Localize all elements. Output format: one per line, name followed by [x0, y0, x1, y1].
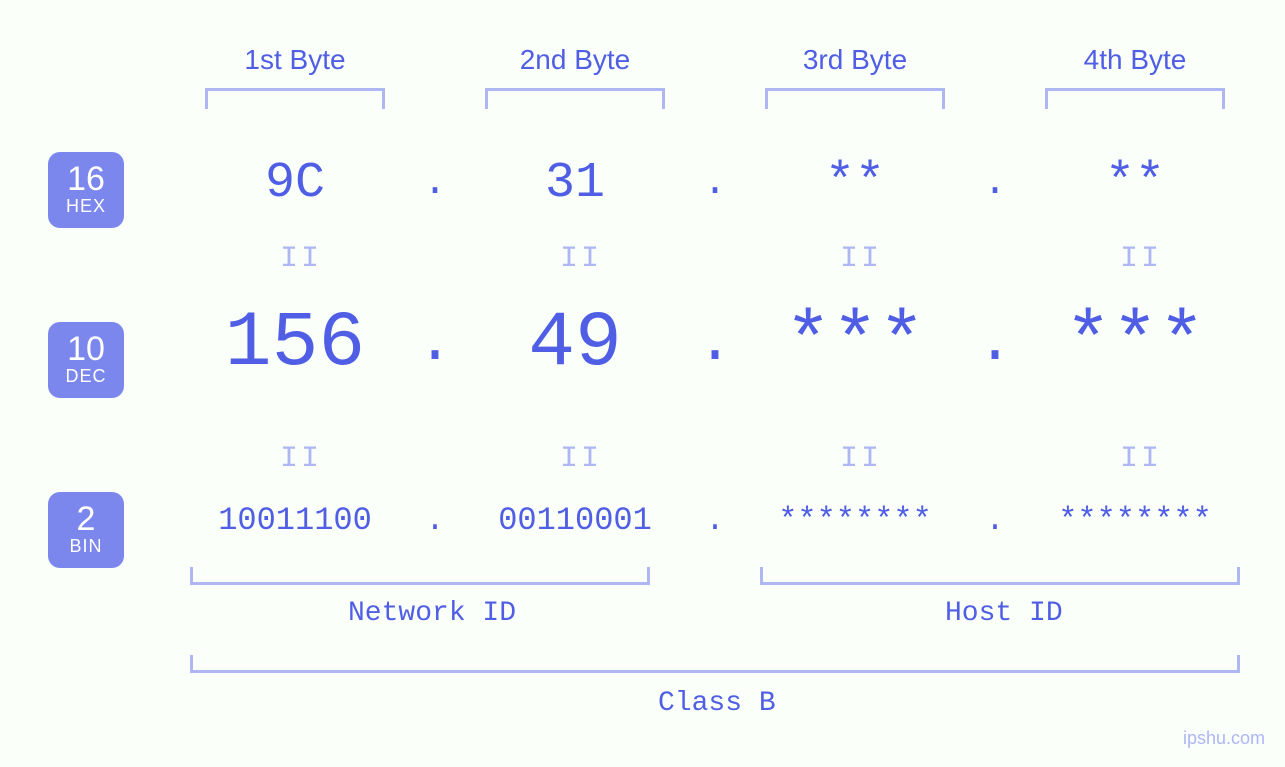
hex-dot-1: .	[415, 161, 455, 206]
hex-dot-3: .	[975, 161, 1015, 206]
top-bracket-1	[205, 88, 385, 91]
byte-header-2: 2nd Byte	[475, 44, 675, 76]
bin-dot-1: .	[415, 502, 455, 539]
badge-dec: 10 DEC	[48, 322, 124, 398]
byte-header-1: 1st Byte	[195, 44, 395, 76]
dec-dot-2: .	[695, 310, 735, 378]
class-label: Class B	[658, 688, 776, 719]
hex-dot-2: .	[695, 161, 735, 206]
bin-dot-2: .	[695, 502, 735, 539]
hex-byte-4: **	[1015, 155, 1255, 212]
eq-1-4: II	[1120, 242, 1162, 276]
dec-dot-1: .	[415, 310, 455, 378]
dec-dot-3: .	[975, 310, 1015, 378]
badge-hex: 16 HEX	[48, 152, 124, 228]
network-bracket	[190, 582, 650, 585]
eq-2-4: II	[1120, 442, 1162, 476]
top-bracket-2	[485, 88, 665, 91]
bin-row: 10011100 . 00110001 . ******** . *******…	[175, 502, 1255, 539]
eq-2-1: II	[280, 442, 322, 476]
eq-1-2: II	[560, 242, 602, 276]
badge-hex-num: 16	[67, 162, 105, 196]
dec-byte-4: ***	[1015, 300, 1255, 388]
bin-byte-3: ********	[735, 502, 975, 539]
network-id-label: Network ID	[348, 598, 516, 629]
bin-byte-1: 10011100	[175, 502, 415, 539]
host-id-label: Host ID	[945, 598, 1063, 629]
bin-byte-2: 00110001	[455, 502, 695, 539]
hex-byte-2: 31	[455, 155, 695, 212]
byte-header-3: 3rd Byte	[755, 44, 955, 76]
hex-byte-3: **	[735, 155, 975, 212]
bin-dot-3: .	[975, 502, 1015, 539]
eq-2-2: II	[560, 442, 602, 476]
host-bracket	[760, 582, 1240, 585]
watermark: ipshu.com	[1183, 728, 1265, 749]
eq-1-3: II	[840, 242, 882, 276]
badge-bin: 2 BIN	[48, 492, 124, 568]
byte-header-4: 4th Byte	[1035, 44, 1235, 76]
badge-dec-num: 10	[67, 332, 105, 366]
top-bracket-4	[1045, 88, 1225, 91]
dec-byte-3: ***	[735, 300, 975, 388]
dec-byte-2: 49	[455, 300, 695, 388]
hex-row: 9C . 31 . ** . **	[175, 155, 1255, 212]
top-bracket-3	[765, 88, 945, 91]
badge-dec-label: DEC	[65, 366, 106, 388]
eq-1-1: II	[280, 242, 322, 276]
badge-bin-label: BIN	[69, 536, 102, 558]
dec-byte-1: 156	[175, 300, 415, 388]
badge-bin-num: 2	[77, 502, 96, 536]
bin-byte-4: ********	[1015, 502, 1255, 539]
badge-hex-label: HEX	[66, 196, 106, 218]
dec-row: 156 . 49 . *** . ***	[175, 300, 1255, 388]
class-bracket	[190, 670, 1240, 673]
eq-2-3: II	[840, 442, 882, 476]
hex-byte-1: 9C	[175, 155, 415, 212]
